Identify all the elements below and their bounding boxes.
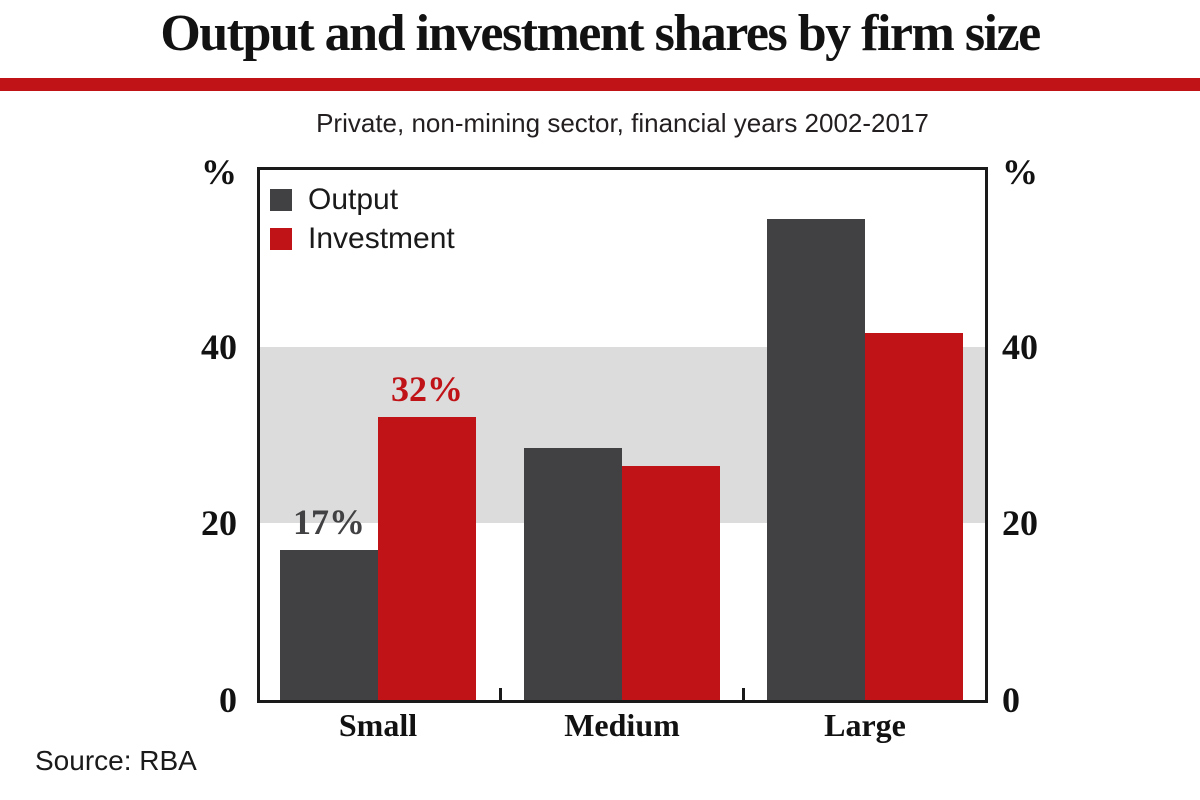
y-tick-left-0: 0 [219, 680, 237, 720]
legend-label-investment: Investment [308, 222, 455, 255]
y-axis-unit-left: % [201, 152, 237, 192]
y-tick-right-40: 40 [1002, 326, 1038, 367]
legend-swatch-investment [270, 228, 292, 250]
x-axis-tick [498, 688, 502, 700]
bar-investment-large [865, 333, 963, 700]
chart-subtitle: Private, non-mining sector, financial ye… [316, 108, 929, 138]
source-note: Source: RBA [35, 745, 197, 776]
bar-output-medium [524, 448, 622, 700]
y-tick-right-20: 20 [1002, 503, 1038, 544]
legend-label-output: Output [308, 183, 399, 216]
bar-investment-medium [622, 465, 720, 700]
legend-item-investment: Investment [270, 224, 455, 254]
y-tick-right-0: 0 [1002, 680, 1020, 720]
category-label-large: Large [824, 707, 906, 743]
category-label-medium: Medium [564, 707, 680, 743]
y-axis-unit-right: % [1002, 152, 1038, 192]
category-label-small: Small [338, 707, 418, 743]
value-label-investment-small: 32% [391, 369, 463, 410]
bar-output-small [280, 549, 378, 700]
bar-output-large [767, 218, 865, 700]
legend-item-output: Output [270, 185, 455, 215]
legend: Output Investment [270, 185, 455, 254]
bar-investment-small [378, 417, 476, 700]
value-label-output-small: 17% [293, 501, 365, 542]
y-tick-left-40: 40 [201, 326, 237, 367]
title-rule [0, 78, 1200, 91]
legend-swatch-output [270, 189, 292, 211]
plot-area: Output Investment [257, 167, 988, 703]
x-axis-tick [742, 688, 745, 700]
y-tick-left-20: 20 [201, 503, 237, 544]
page-title: Output and investment shares by firm siz… [160, 5, 1041, 62]
